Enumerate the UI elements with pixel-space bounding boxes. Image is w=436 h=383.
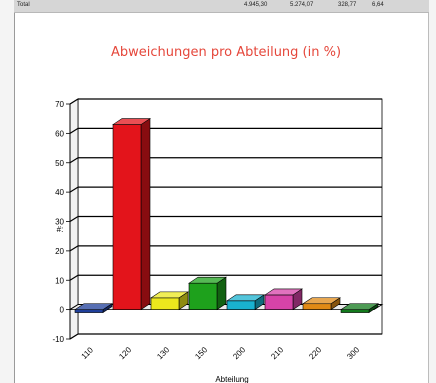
totals-value-2: 5.274,07 bbox=[290, 2, 314, 8]
y-tick-label: -10 bbox=[52, 335, 64, 344]
bar-130 bbox=[150, 291, 189, 311]
x-tick-label: 300 bbox=[345, 345, 361, 361]
y-tick-label: 70 bbox=[55, 100, 64, 109]
bar-front bbox=[112, 124, 142, 310]
bar-top bbox=[264, 288, 303, 296]
x-axis-label: Abteilung bbox=[215, 375, 248, 383]
y-axis-label: #: bbox=[57, 225, 64, 234]
bar-front bbox=[150, 297, 180, 310]
bar-front bbox=[226, 300, 256, 310]
y-tick-label: 20 bbox=[55, 247, 64, 256]
x-axis-ticks: 110 120 130 150 200 210 220 300 bbox=[80, 345, 362, 361]
bar-220 bbox=[302, 297, 341, 311]
gridline bbox=[69, 98, 79, 105]
bar-210 bbox=[264, 288, 303, 311]
x-tick-label: 220 bbox=[307, 345, 323, 361]
x-tick-label: 120 bbox=[117, 345, 133, 361]
totals-row: Total 4.945,30 5.274,07 328,77 6,64 bbox=[14, 0, 429, 13]
gridline bbox=[69, 215, 79, 223]
bar-150 bbox=[188, 276, 227, 311]
frame-border bbox=[14, 13, 15, 383]
chart-bars bbox=[74, 118, 379, 314]
gridline bbox=[69, 186, 79, 193]
bar-top bbox=[150, 291, 189, 299]
bar-300 bbox=[340, 303, 379, 314]
totals-label: Total bbox=[17, 2, 30, 8]
bar-110 bbox=[74, 303, 113, 314]
gridline bbox=[69, 127, 79, 134]
y-tick-label: 0 bbox=[60, 306, 65, 315]
x-tick-label: 110 bbox=[80, 345, 96, 361]
y-tick-label: 60 bbox=[55, 129, 64, 138]
y-tick-label: 40 bbox=[55, 188, 64, 197]
bar-120 bbox=[112, 118, 151, 311]
bar-top bbox=[188, 276, 227, 284]
chart-title: Abweichungen pro Abteilung (in %) bbox=[111, 45, 341, 60]
bar-200 bbox=[226, 294, 265, 311]
bar-side bbox=[140, 118, 151, 311]
bar-front bbox=[302, 303, 332, 310]
bar-top bbox=[74, 303, 113, 310]
y-tick-label: 30 bbox=[55, 218, 64, 227]
totals-value-1: 4.945,30 bbox=[244, 2, 268, 8]
y-axis: -10 0 10 20 30 40 50 60 70 bbox=[52, 100, 71, 344]
bar-front bbox=[188, 282, 218, 310]
y-tick-label: 50 bbox=[55, 159, 64, 168]
bar-top bbox=[226, 294, 265, 302]
totals-value-3: 328,77 bbox=[338, 2, 357, 8]
x-tick-label: 150 bbox=[193, 345, 209, 361]
x-tick-label: 130 bbox=[155, 345, 171, 361]
bar-top bbox=[302, 297, 341, 305]
y-tick-label: 10 bbox=[55, 276, 64, 285]
gridline bbox=[69, 245, 79, 252]
x-tick-label: 200 bbox=[231, 345, 247, 361]
gridline bbox=[69, 274, 79, 281]
gridline bbox=[69, 157, 79, 164]
bar-top bbox=[340, 303, 379, 310]
bar-front bbox=[74, 309, 104, 313]
x-tick-label: 210 bbox=[269, 345, 285, 361]
bar-front bbox=[264, 294, 294, 310]
bar-top bbox=[112, 118, 151, 125]
gridline bbox=[69, 333, 79, 340]
totals-value-4: 6,64 bbox=[372, 2, 384, 8]
frame-border bbox=[428, 13, 429, 383]
bar-front bbox=[340, 309, 370, 313]
